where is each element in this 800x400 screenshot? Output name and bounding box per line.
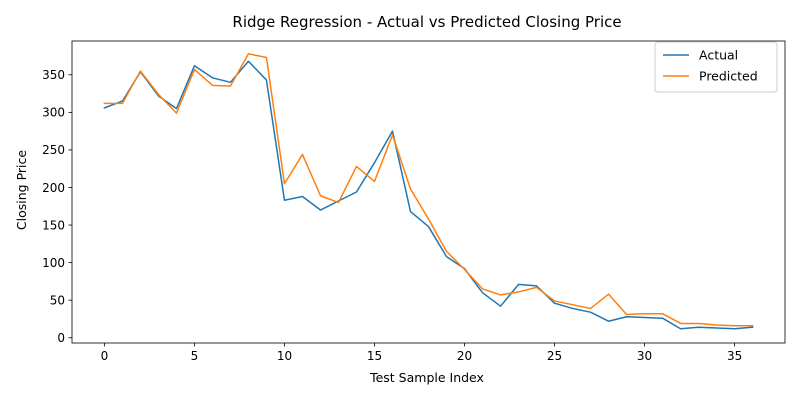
x-axis-label: Test Sample Index xyxy=(369,370,484,385)
x-tick-label: 15 xyxy=(367,349,382,363)
x-tick-label: 5 xyxy=(191,349,199,363)
y-axis-label: Closing Price xyxy=(14,150,29,230)
x-tick-label: 20 xyxy=(457,349,472,363)
x-tick-label: 0 xyxy=(101,349,109,363)
x-tick-label: 10 xyxy=(277,349,292,363)
legend: Actual Predicted xyxy=(654,41,778,93)
y-tick-label: 350 xyxy=(42,68,65,82)
x-tick-label: 30 xyxy=(637,349,652,363)
y-tick-label: 0 xyxy=(57,331,65,345)
y-tick-label: 300 xyxy=(42,106,65,120)
series-line-actual xyxy=(103,60,754,330)
series-lines xyxy=(103,53,754,330)
x-tick-label: 25 xyxy=(547,349,562,363)
legend-label-predicted: Predicted xyxy=(699,69,758,84)
chart-title: Ridge Regression - Actual vs Predicted C… xyxy=(232,13,621,31)
y-tick-label: 250 xyxy=(42,143,65,157)
y-tick-label: 50 xyxy=(50,293,65,307)
plot-frame xyxy=(71,40,786,344)
y-tick-label: 150 xyxy=(42,218,65,232)
series-line-predicted xyxy=(103,53,754,327)
y-tick-label: 100 xyxy=(42,256,65,270)
x-tick-label: 35 xyxy=(727,349,742,363)
axes xyxy=(71,40,786,344)
legend-label-actual: Actual xyxy=(699,48,738,63)
y-tick-label: 200 xyxy=(42,181,65,195)
